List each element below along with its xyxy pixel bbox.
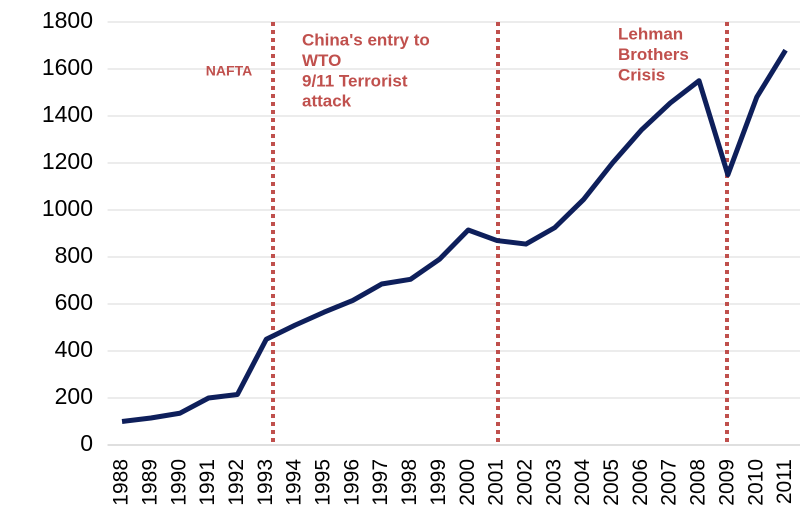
x-tick-label: 2001: [485, 459, 508, 506]
x-tick-label: 1995: [312, 459, 335, 506]
y-tick-label: 1800: [42, 7, 93, 33]
x-tick-label: 1994: [283, 459, 306, 506]
y-tick-label: 200: [55, 383, 93, 409]
y-tick-label: 1600: [42, 54, 93, 80]
annotation: attack: [302, 92, 352, 111]
y-tick-label: 600: [55, 289, 93, 315]
x-tick-label: 2000: [456, 459, 479, 506]
x-tick-label: 2002: [513, 459, 536, 506]
x-tick-label: 1999: [427, 459, 450, 506]
x-tick-label: 2003: [542, 459, 565, 506]
data-line: [121, 48, 788, 424]
x-tick-label: 1991: [196, 459, 219, 506]
x-tick-label: 2011: [773, 459, 796, 504]
x-tick-label: 1997: [369, 459, 392, 506]
annotation: Lehman: [618, 24, 683, 43]
annotation: China's entry to: [302, 30, 430, 49]
x-tick-label: 2005: [600, 459, 623, 506]
y-tick-label: 0: [80, 430, 93, 456]
x-tick-label: 2010: [744, 459, 767, 506]
y-tick-label: 800: [55, 242, 93, 268]
annotation: Crisis: [618, 65, 665, 84]
x-tick-label: 1993: [254, 459, 277, 506]
annotation: WTO: [302, 51, 341, 70]
x-tick-label: 1990: [167, 459, 190, 506]
annotation: 9/11 Terrorist: [302, 71, 408, 90]
x-tick-label: 2009: [715, 459, 738, 506]
x-tick-label: 2006: [629, 459, 652, 506]
x-tick-label: 1998: [398, 459, 421, 506]
y-tick-label: 400: [55, 336, 93, 362]
x-tick-label: 1989: [138, 459, 161, 506]
y-tick-label: 1200: [42, 148, 93, 174]
annotation: Brothers: [618, 45, 689, 64]
x-tick-label: 2004: [571, 459, 594, 506]
x-tick-label: 1988: [110, 459, 133, 506]
x-tick-label: 2007: [658, 459, 681, 506]
y-tick-label: 1000: [42, 195, 93, 221]
y-tick-label: 1400: [42, 101, 93, 127]
x-tick-label: 1992: [225, 459, 248, 506]
x-tick-label: 2008: [687, 459, 710, 506]
annotation: NAFTA: [206, 63, 252, 79]
x-tick-label: 1996: [340, 459, 363, 506]
